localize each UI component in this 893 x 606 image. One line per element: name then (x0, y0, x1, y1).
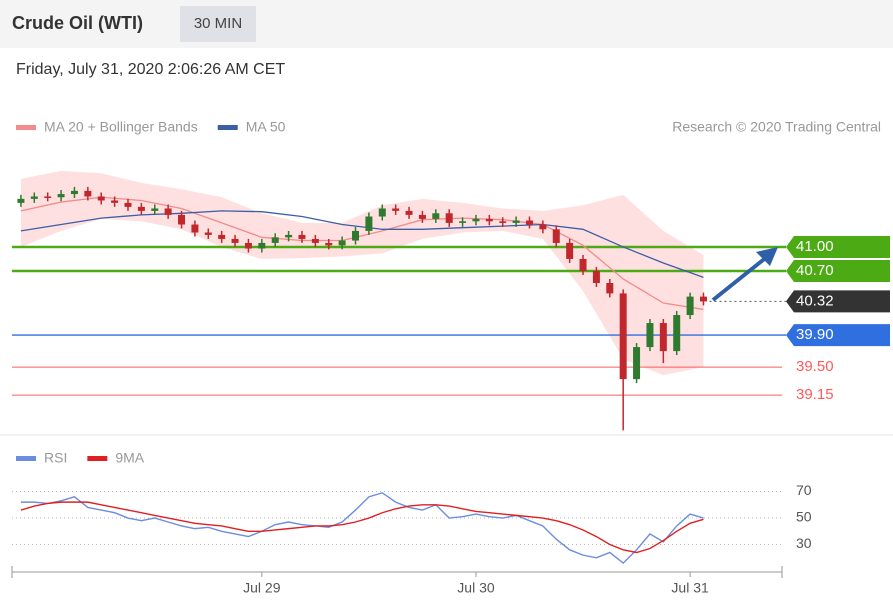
level-box (786, 290, 890, 313)
candle-body (592, 270, 600, 283)
candle-body (111, 200, 119, 203)
y-tick-label: 70 (796, 482, 812, 498)
candle-body (298, 234, 306, 239)
candle-body (365, 216, 373, 231)
candle-body (285, 234, 293, 238)
forecast-arrow (711, 254, 770, 302)
candle-body (244, 242, 252, 249)
series-line (20, 492, 704, 565)
level-label: 39.15 (796, 386, 834, 403)
legend-label: MA 20 + Bollinger Bands (44, 119, 198, 135)
candle-body (659, 323, 667, 352)
series-line (20, 501, 704, 554)
timeframe-box[interactable] (180, 6, 256, 42)
candle-body (392, 208, 400, 211)
candle-body (204, 232, 212, 235)
candle-body (57, 194, 65, 198)
candle-body (405, 210, 413, 215)
level-label: 41.00 (796, 238, 834, 255)
candle-body (579, 258, 587, 271)
y-tick-label: 50 (796, 509, 812, 525)
candle-body (539, 224, 547, 230)
candle-body (432, 213, 440, 219)
legend-swatch (87, 456, 108, 461)
candle-body (512, 220, 520, 223)
level-label: 40.70 (796, 262, 834, 279)
candle-body (191, 224, 199, 233)
level-label: 39.90 (796, 326, 834, 343)
level-label: 40.32 (796, 292, 834, 309)
y-tick-label: 30 (796, 535, 812, 551)
candle-body (552, 229, 560, 243)
candle-body (44, 196, 52, 198)
bollinger-band (20, 170, 704, 376)
candle-body (352, 230, 360, 241)
x-tick-label: Jul 30 (457, 580, 495, 596)
candle-body (418, 214, 426, 219)
candle-body (499, 221, 507, 223)
candle-body (673, 315, 681, 352)
candle-body (70, 190, 78, 195)
level-box (786, 324, 890, 347)
candle-body (164, 208, 172, 215)
rsi-chart: RSI 9MA 30 50 70 Jul 29 Jul 30 Jul 31 (11, 450, 812, 596)
candle-body (311, 238, 319, 243)
candle-body (124, 202, 132, 207)
x-tick-label: Jul 29 (243, 580, 281, 596)
legend-swatch (217, 125, 238, 130)
candle-body (485, 218, 493, 222)
candle-body (30, 196, 38, 199)
candle-body (633, 347, 641, 380)
level-box (786, 235, 890, 258)
x-tick-label: Jul 31 (671, 580, 709, 596)
candle-body (271, 237, 279, 243)
credit: Research © 2020 Trading Central (672, 119, 881, 135)
candle-body (137, 206, 145, 211)
candle-body (218, 234, 226, 239)
candle-body (97, 196, 105, 201)
legend-label: 9MA (115, 450, 144, 466)
title: Crude Oil (WTI) (12, 13, 143, 33)
datetime: Friday, July 31, 2020 2:06:26 AM CET (16, 61, 285, 78)
legend-swatch (16, 456, 36, 461)
candle-body (258, 242, 266, 249)
level-label: 39.50 (796, 358, 834, 375)
candle-body (445, 213, 453, 223)
candle-body (17, 198, 25, 203)
candle-body (646, 323, 654, 348)
legend-label: RSI (44, 450, 67, 466)
candle-body (338, 240, 346, 246)
candle-body (472, 218, 480, 222)
candle-body (566, 242, 574, 259)
candle-body (459, 221, 467, 223)
legend-swatch (16, 125, 36, 130)
ma-line (20, 210, 704, 278)
candle-body (606, 282, 614, 294)
price-chart: MA 20 + Bollinger Bands MA 50 41.00 40.70 40… (12, 119, 890, 431)
candle-body (699, 296, 707, 302)
ma-line (20, 196, 704, 311)
level-box (786, 259, 890, 282)
candle-body (151, 208, 159, 211)
candle-body (378, 208, 386, 217)
arrow-head (756, 247, 778, 266)
candle-body (686, 296, 694, 316)
candle-body (178, 214, 186, 225)
candle-body (525, 220, 533, 225)
candle-body (84, 190, 92, 197)
candle-body (619, 293, 627, 380)
header-bar (0, 0, 893, 48)
candle-body (325, 242, 333, 246)
candle-body (231, 238, 239, 243)
legend-label: MA 50 (246, 119, 286, 135)
timeframe[interactable]: 30 MIN (194, 15, 242, 32)
